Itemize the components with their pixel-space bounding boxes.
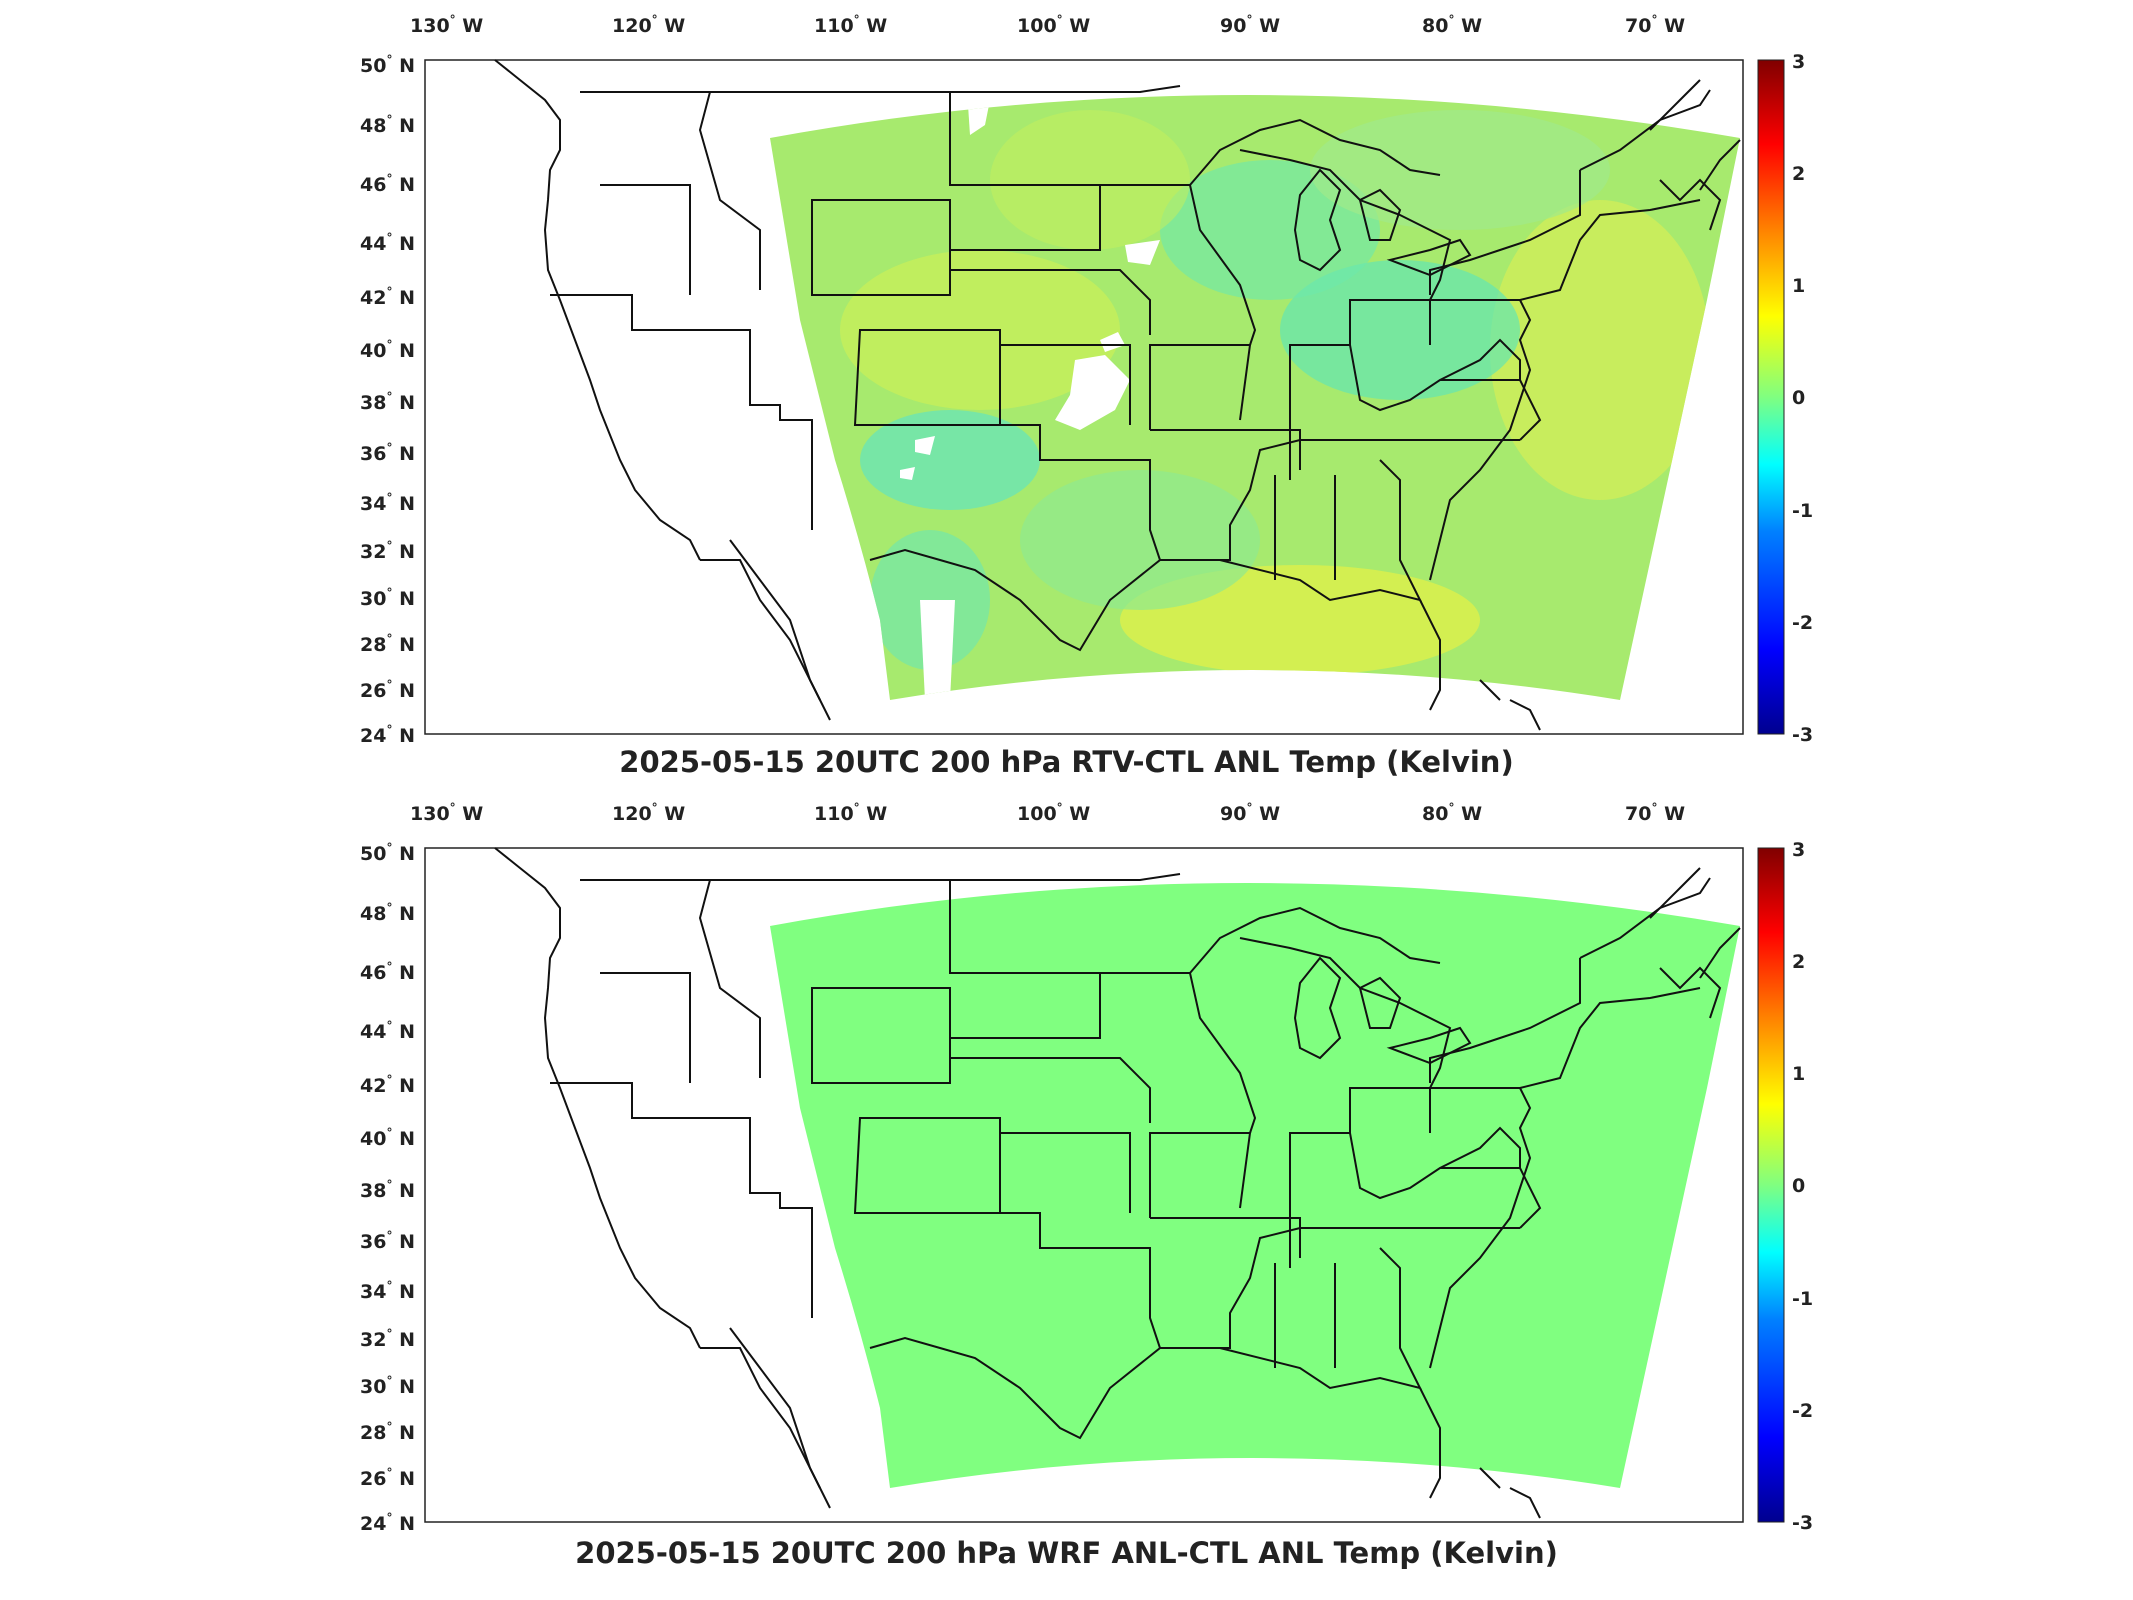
panel-title: 2025-05-15 20UTC 200 hPa RTV-CTL ANL Tem… — [619, 745, 1514, 779]
colorbar-ticks: 3 2 1 0 -1 -2 -3 — [1792, 839, 1813, 1534]
lon-tick: 90° W — [1220, 13, 1280, 37]
colorbar — [1757, 847, 1785, 1523]
lat-tick: 46° N — [360, 172, 415, 196]
lat-tick: 46° N — [360, 960, 415, 984]
colorbar-tick: -3 — [1792, 724, 1813, 746]
lat-tick: 40° N — [360, 1126, 415, 1150]
lat-tick: 38° N — [360, 390, 415, 414]
colorbar-tick: -3 — [1792, 1512, 1813, 1534]
map-figure-1: 130° W 120° W 110° W 100° W 90° W 80° W … — [360, 13, 1813, 747]
lat-tick: 34° N — [360, 1279, 415, 1303]
panel-title: 2025-05-15 20UTC 200 hPa WRF ANL-CTL ANL… — [575, 1536, 1558, 1570]
lat-tick: 36° N — [360, 441, 415, 465]
colorbar-tick: -1 — [1792, 500, 1813, 522]
lon-tick: 70° W — [1625, 13, 1685, 37]
lat-tick: 40° N — [360, 338, 415, 362]
lon-tick: 120° W — [612, 801, 685, 825]
colorbar-tick: 1 — [1792, 1063, 1805, 1085]
lat-tick: 26° N — [360, 678, 415, 702]
lon-tick: 110° W — [814, 13, 887, 37]
lat-tick: 26° N — [360, 1466, 415, 1490]
colorbar-tick: 2 — [1792, 163, 1805, 185]
colorbar-tick: 0 — [1792, 1175, 1805, 1197]
lat-tick: 30° N — [360, 1374, 415, 1398]
map-panel-2: 130° W 120° W 110° W 100° W 90° W 80° W … — [0, 788, 2133, 1578]
lon-ticks: 130° W 120° W 110° W 100° W 90° W 80° W … — [410, 13, 1685, 37]
colorbar-tick: 0 — [1792, 387, 1805, 409]
colorbar-tick: -2 — [1792, 1400, 1813, 1422]
lon-tick: 130° W — [410, 801, 483, 825]
lat-tick: 32° N — [360, 1327, 415, 1351]
difference-field — [770, 883, 1740, 1488]
lat-tick: 42° N — [360, 285, 415, 309]
lat-tick: 38° N — [360, 1178, 415, 1202]
colorbar — [1757, 59, 1785, 735]
lat-tick: 44° N — [360, 1019, 415, 1043]
lat-tick: 30° N — [360, 586, 415, 610]
lat-tick: 48° N — [360, 901, 415, 925]
boundaries — [494, 847, 1741, 1519]
lon-tick: 80° W — [1422, 801, 1482, 825]
lon-ticks: 130° W 120° W 110° W 100° W 90° W 80° W … — [410, 801, 1685, 825]
lat-tick: 32° N — [360, 539, 415, 563]
lat-tick: 34° N — [360, 491, 415, 515]
lat-tick: 24° N — [360, 1511, 415, 1535]
lat-tick: 24° N — [360, 723, 415, 747]
lon-tick: 120° W — [612, 13, 685, 37]
lat-tick: 36° N — [360, 1229, 415, 1253]
lat-ticks: 50° N 48° N 46° N 44° N 42° N 40° N 38° … — [360, 53, 415, 747]
colorbar-tick: 3 — [1792, 51, 1805, 73]
lat-tick: 42° N — [360, 1073, 415, 1097]
lat-tick: 44° N — [360, 231, 415, 255]
colorbar-tick: 3 — [1792, 839, 1805, 861]
boundaries — [494, 59, 1741, 731]
difference-field — [770, 95, 1740, 700]
lat-tick: 50° N — [360, 841, 415, 865]
lon-tick: 100° W — [1017, 801, 1090, 825]
colorbar-tick: -1 — [1792, 1288, 1813, 1310]
colorbar-tick: 1 — [1792, 275, 1805, 297]
colorbar-ticks: 3 2 1 0 -1 -2 -3 — [1792, 51, 1813, 746]
lat-ticks: 50° N 48° N 46° N 44° N 42° N 40° N 38° … — [360, 841, 415, 1535]
lon-tick: 70° W — [1625, 801, 1685, 825]
lat-tick: 28° N — [360, 632, 415, 656]
lat-tick: 48° N — [360, 113, 415, 137]
colorbar-tick: -2 — [1792, 612, 1813, 634]
lon-tick: 100° W — [1017, 13, 1090, 37]
map-panel-1: 130° W 120° W 110° W 100° W 90° W 80° W … — [0, 0, 2133, 790]
lon-tick: 80° W — [1422, 13, 1482, 37]
lon-tick: 110° W — [814, 801, 887, 825]
map-figure-2: 130° W 120° W 110° W 100° W 90° W 80° W … — [360, 801, 1813, 1535]
colorbar-tick: 2 — [1792, 951, 1805, 973]
lat-tick: 50° N — [360, 53, 415, 77]
lon-tick: 130° W — [410, 13, 483, 37]
lon-tick: 90° W — [1220, 801, 1280, 825]
lat-tick: 28° N — [360, 1420, 415, 1444]
